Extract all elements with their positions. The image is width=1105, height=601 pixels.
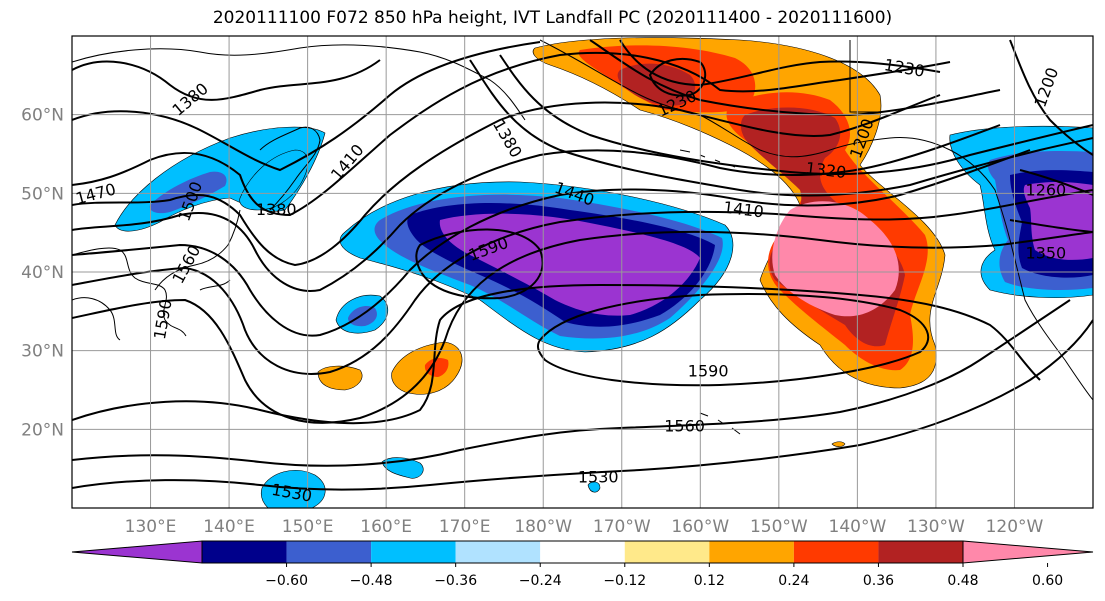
contour-label: 1410 <box>722 198 765 222</box>
coastline-asia <box>72 247 187 341</box>
height-contour <box>1019 169 1093 196</box>
latitude-label: 60°N <box>21 106 64 126</box>
colorbar-tick-label: −0.60 <box>265 573 308 589</box>
longitude-label: 140°W <box>829 517 887 537</box>
colorbar-tick-label: 0.48 <box>947 573 978 589</box>
coastline-siberia <box>72 44 526 121</box>
gridlines <box>72 36 1093 508</box>
height-contour <box>1009 219 1093 233</box>
contour-label: 1560 <box>664 416 705 435</box>
coastline-alaska <box>539 39 1093 401</box>
contour-label-group: 1380 <box>256 200 297 219</box>
height-contour <box>72 41 541 172</box>
colorbar-tick-label: −0.12 <box>603 573 646 589</box>
colorbar-swatch <box>455 541 541 563</box>
height-contour <box>72 51 951 217</box>
longitude-label: 130°E <box>125 517 177 537</box>
height-contour <box>72 189 1093 375</box>
negative-region-small1-mid <box>348 306 377 327</box>
latitude-label: 50°N <box>21 184 64 204</box>
colorbar-tick-label: −0.24 <box>519 573 562 589</box>
height-contour <box>72 59 381 101</box>
height-contour <box>72 149 1031 337</box>
height-contour <box>72 94 941 267</box>
height-contour <box>72 319 1093 491</box>
positive-region-small1-red <box>424 357 449 377</box>
height-contour <box>415 228 544 300</box>
latitude-label: 30°N <box>21 342 64 362</box>
height-contour <box>72 230 1093 424</box>
colorbar-tick-label: 0.60 <box>1032 573 1063 589</box>
contour-label: 1530 <box>578 468 619 487</box>
colorbar-swatch <box>624 541 710 563</box>
colorbar-tick-label: 0.24 <box>778 573 809 589</box>
latitude-label: 40°N <box>21 263 64 283</box>
coastline-japan <box>154 209 241 291</box>
colorbar-swatch <box>540 541 625 563</box>
contour-label-group: 1320 <box>805 158 848 182</box>
longitude-label: 150°W <box>750 517 808 537</box>
contour-label: 1260 <box>1026 180 1067 199</box>
positive-region-gulf-pink <box>772 201 899 317</box>
coastline-canada-border <box>849 40 880 113</box>
colorbar-swatch <box>286 541 372 563</box>
colorbar-swatch <box>793 541 879 563</box>
height-contour <box>648 57 707 97</box>
coastlines <box>72 39 1093 435</box>
map-title: 2020111100 F072 850 hPa height, IVT Land… <box>212 8 893 28</box>
coastline-aleutians <box>679 149 736 168</box>
contour-label: 1320 <box>805 158 848 182</box>
contour-label-group: 1410 <box>722 198 765 222</box>
longitude-label: 150°E <box>282 517 334 537</box>
colorbar-tick-label: −0.48 <box>350 573 393 589</box>
negative-region-japan-mid <box>149 171 227 214</box>
latitude-labels: 60°N 50°N 40°N 30°N 20°N <box>21 106 64 441</box>
colorbar-tick-label: 0.12 <box>694 573 725 589</box>
colorbar-swatch <box>371 541 456 563</box>
height-contour <box>536 293 930 387</box>
longitude-label: 170°W <box>593 517 651 537</box>
contour-label-group: 1560 <box>664 416 705 435</box>
colorbar-swatch <box>878 541 963 563</box>
coastline-kamchatka <box>259 126 321 211</box>
height-contour <box>72 299 1071 467</box>
colorbar-tick-label: −0.36 <box>434 573 477 589</box>
longitude-label: 160°W <box>671 517 729 537</box>
contour-label-group: 1350 <box>1026 243 1067 262</box>
negative-region-core <box>439 213 700 316</box>
positive-region-small3 <box>831 441 846 447</box>
height-contour <box>469 59 1093 197</box>
contour-label-group: 1590 <box>688 361 729 380</box>
colorbar-frame <box>201 540 964 564</box>
contour-label-group: 1530 <box>578 468 619 487</box>
colorbar-swatch <box>202 541 287 563</box>
negative-region-small4 <box>587 481 601 493</box>
height-contour <box>72 283 1041 425</box>
negative-region-small2 <box>260 470 326 508</box>
height-contour <box>499 54 1093 175</box>
longitude-label: 180°W <box>514 517 572 537</box>
longitude-label: 120°W <box>986 517 1044 537</box>
contour-label: 1380 <box>256 200 297 219</box>
contour-label: 1350 <box>1026 243 1067 262</box>
contour-label: 1590 <box>688 361 729 380</box>
longitude-labels: 130°E 140°E 150°E 160°E 170°E 180°W 170°W 160°W… <box>125 517 1044 537</box>
height-contour <box>589 39 1001 117</box>
colorbar-extend-min <box>71 540 203 564</box>
colorbar-extend-max <box>962 540 1094 564</box>
longitude-label: 160°E <box>360 517 412 537</box>
longitude-label: 170°E <box>439 517 491 537</box>
colorbar: −0.60 −0.48 −0.36 −0.24 −0.12 0.12 0.24 0.36 0.4… <box>71 540 1094 589</box>
colorbar-swatch <box>709 541 794 563</box>
longitude-label: 130°W <box>907 517 965 537</box>
longitude-label: 140°E <box>203 517 255 537</box>
height-contour <box>72 124 1001 292</box>
contour-label-group: 1260 <box>1026 180 1067 199</box>
colorbar-tick-label: 0.36 <box>863 573 894 589</box>
map-frame <box>71 35 1094 509</box>
height-contours <box>72 39 1093 491</box>
height-contour <box>1009 39 1093 156</box>
latitude-label: 20°N <box>21 420 64 440</box>
